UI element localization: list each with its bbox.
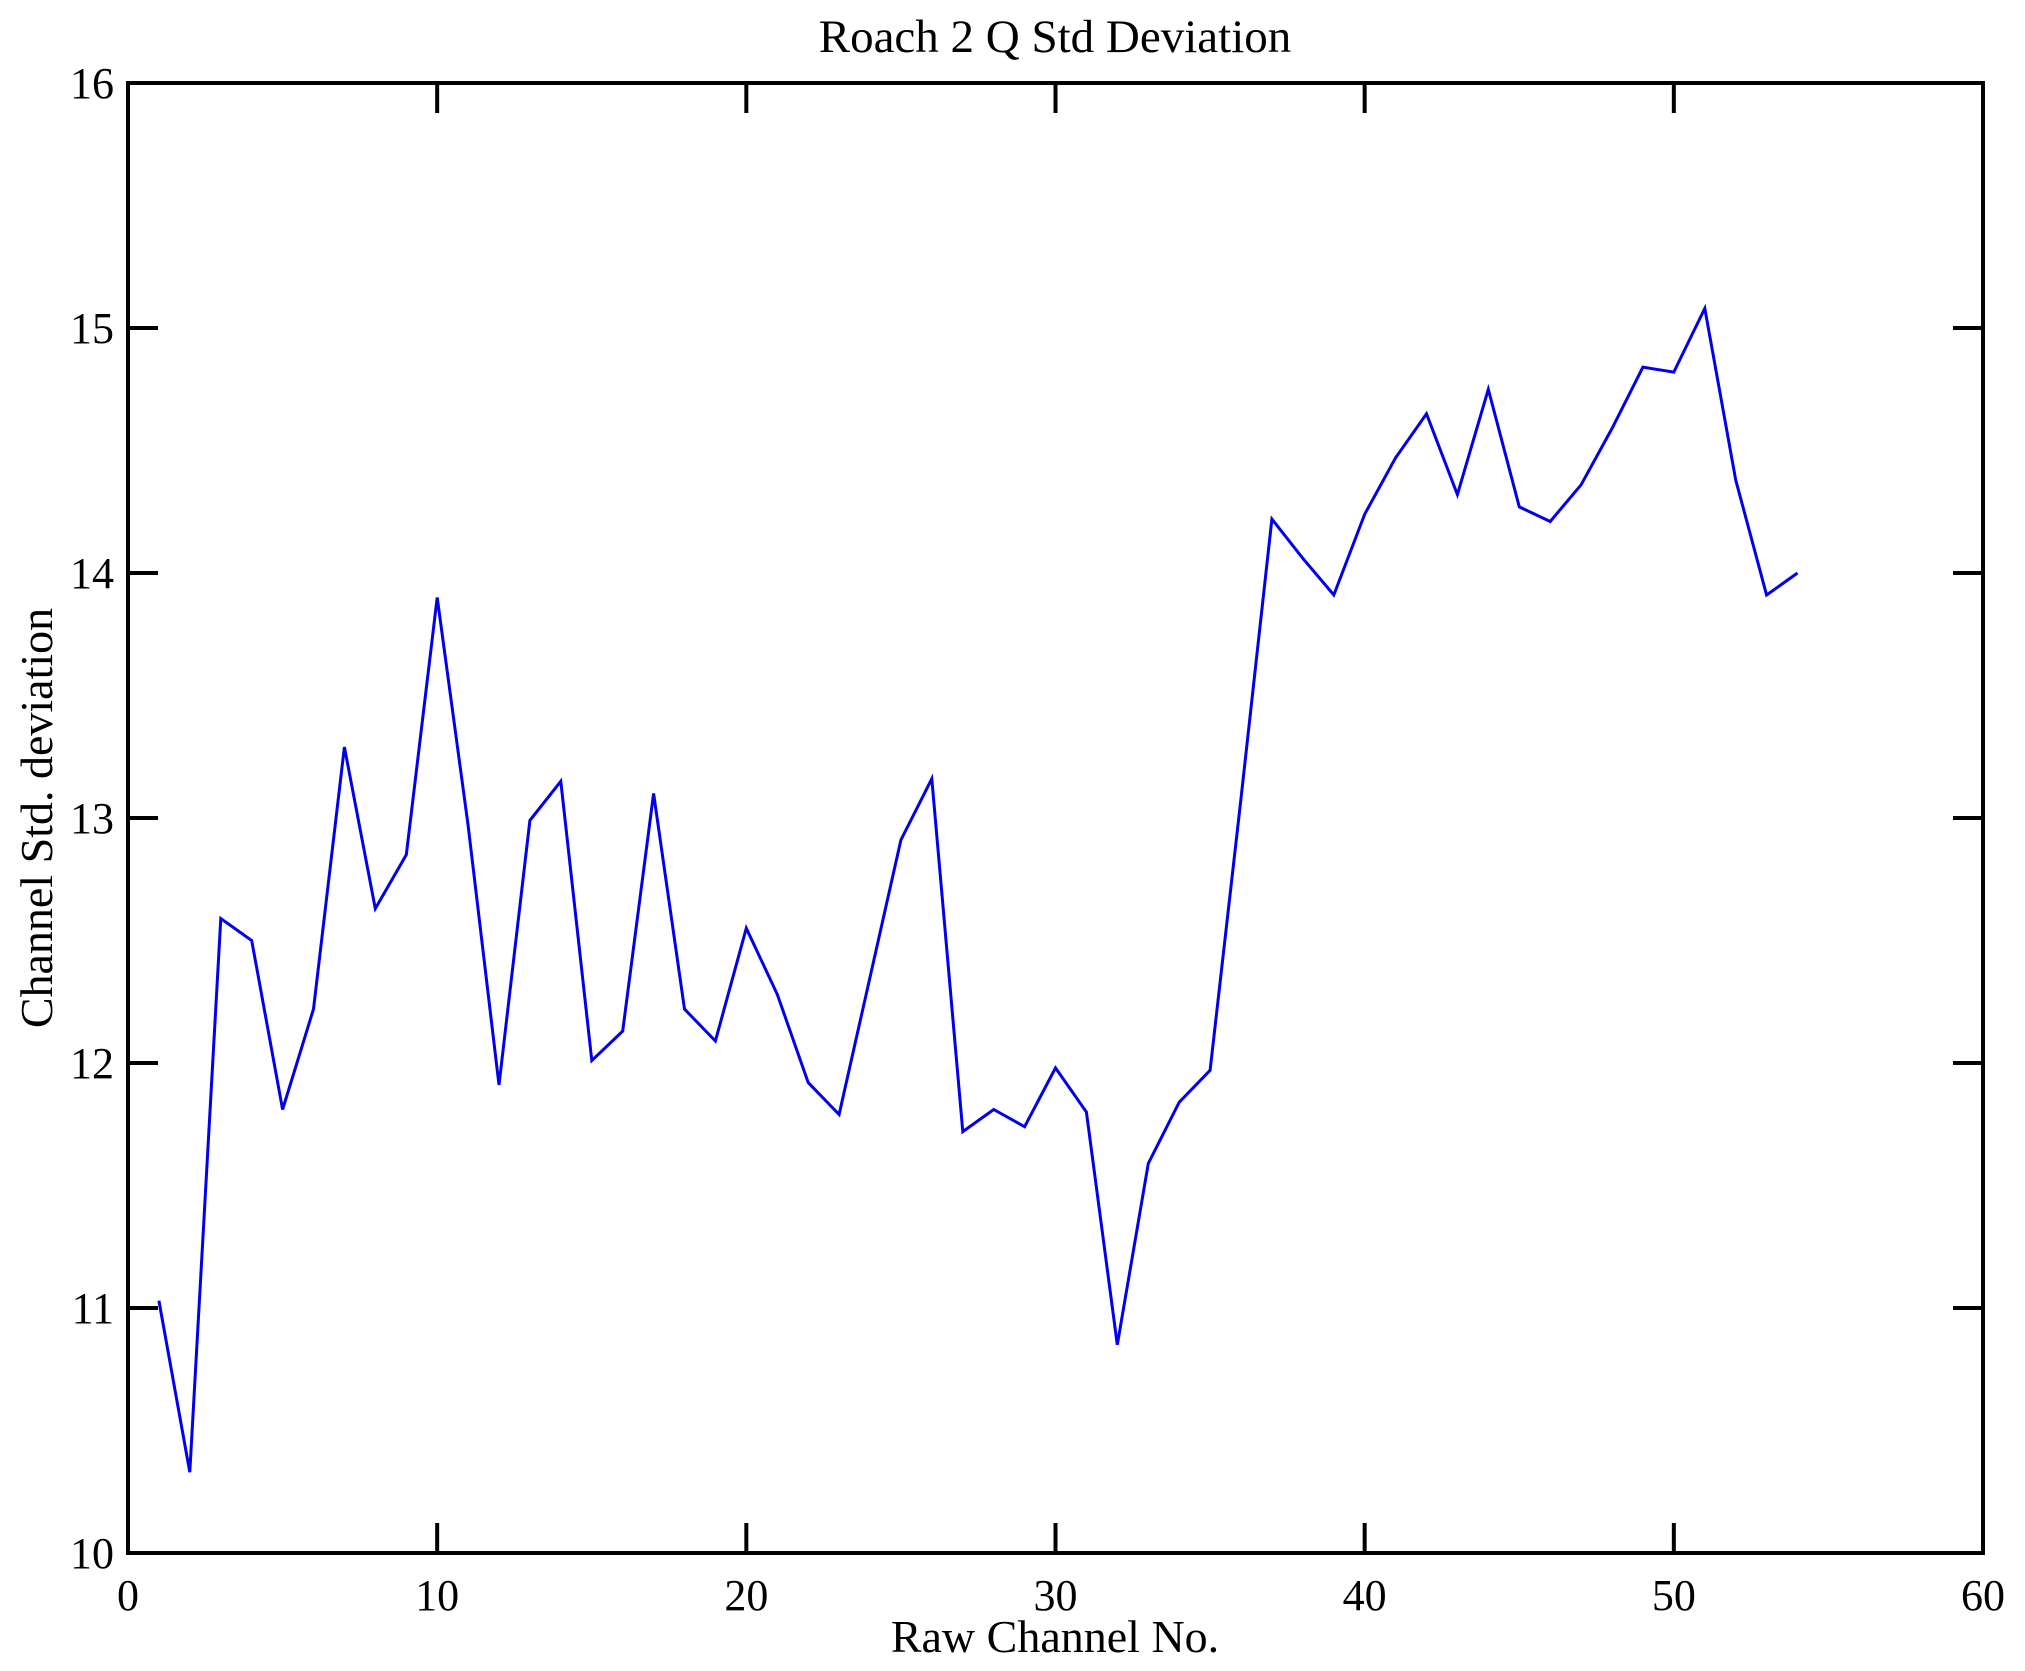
y-tick-label: 15: [70, 304, 114, 353]
data-line-series-0: [157, 303, 1799, 1473]
y-tick-label: 12: [70, 1039, 114, 1088]
x-tick-label: 0: [117, 1571, 139, 1620]
x-tick-label: 60: [1961, 1571, 2005, 1620]
x-tick-label: 10: [415, 1571, 459, 1620]
y-axis-label: Channel Std. deviation: [11, 608, 62, 1028]
x-tick-label: 30: [1034, 1571, 1078, 1620]
y-tick-label: 11: [72, 1284, 114, 1333]
y-tick-label: 14: [70, 549, 114, 598]
x-tick-label: 40: [1343, 1571, 1387, 1620]
axes-box: [126, 81, 1985, 1555]
y-tick-label: 13: [70, 794, 114, 843]
x-axis-label: Raw Channel No.: [891, 1611, 1219, 1662]
x-tick-label: 50: [1652, 1571, 1696, 1620]
chart-title: Roach 2 Q Std Deviation: [819, 11, 1292, 63]
y-tick-label: 10: [70, 1529, 114, 1578]
y-tick-label: 16: [70, 59, 114, 108]
x-tick-label: 20: [724, 1571, 768, 1620]
